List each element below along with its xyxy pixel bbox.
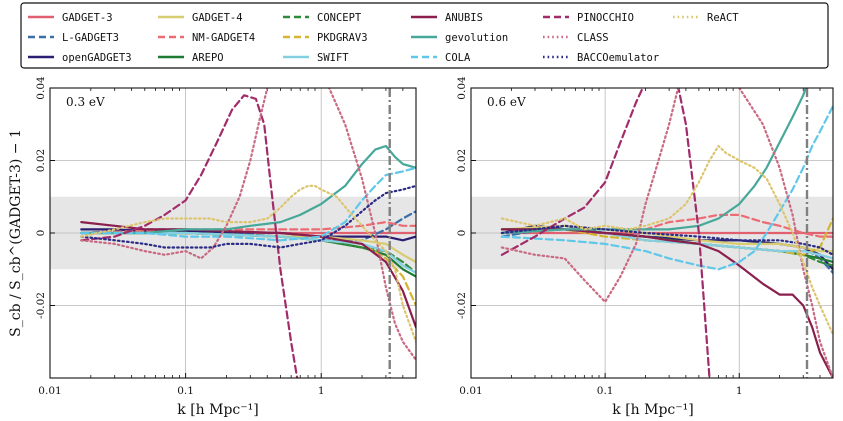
y-tick-label: 0.04 bbox=[456, 76, 468, 100]
x-axis-label-right: k [h Mpc⁻¹] bbox=[612, 402, 693, 418]
panel-0p3ev: -0.02 0 0.02 0.04 0.01 0.1 1 0.3 eV bbox=[35, 76, 417, 397]
series-class bbox=[80, 88, 416, 361]
x-axis-label-left: k [h Mpc⁻¹] bbox=[177, 402, 258, 418]
legend-label-baccoemulator: BACCOemulator bbox=[577, 52, 659, 64]
y-axis-label: S_cb / S_cb^(GADGET-3) − 1 bbox=[8, 129, 24, 337]
series-baccoemulator bbox=[500, 224, 833, 256]
series-class bbox=[500, 88, 833, 378]
series-react bbox=[500, 144, 833, 336]
legend-label-gevolution: gevolution bbox=[445, 32, 508, 44]
legend-label-l-gadget3: L-GADGET3 bbox=[62, 32, 119, 44]
x-tick-label: 1 bbox=[318, 385, 325, 397]
y-tick-label: 0 bbox=[456, 230, 468, 237]
legend-label-anubis: ANUBIS bbox=[445, 12, 483, 24]
y-tick-label: -0.02 bbox=[35, 292, 47, 319]
legend-label-pkdgrav3: PKDGRAV3 bbox=[317, 32, 368, 44]
x-tick-label: 0.1 bbox=[597, 385, 614, 397]
x-tick-label: 1 bbox=[736, 385, 743, 397]
legend-label-arepo: AREPO bbox=[192, 52, 224, 64]
legend-label-class: CLASS bbox=[577, 32, 609, 44]
legend-label-swift: SWIFT bbox=[317, 52, 349, 64]
legend-label-concept: CONCEPT bbox=[317, 12, 362, 24]
legend-label-cola: COLA bbox=[445, 52, 471, 64]
x-tick-label: 0.01 bbox=[38, 385, 61, 397]
series-baccoemulator bbox=[80, 184, 416, 249]
series-gevolution bbox=[80, 144, 416, 235]
panel-label: 0.3 eV bbox=[66, 95, 105, 109]
legend-label-pinocchio: PINOCCHIO bbox=[577, 12, 634, 24]
series-pinocchio bbox=[80, 94, 299, 378]
series-react bbox=[80, 184, 416, 343]
legend-label-gadget-4: GADGET-4 bbox=[192, 12, 243, 24]
panel-label: 0.6 eV bbox=[487, 95, 526, 109]
panel-0p6ev: -0.02 0 0.02 0.04 0.01 0.1 1 0.6 eV bbox=[456, 76, 834, 397]
series-swift bbox=[80, 231, 416, 274]
series-group bbox=[500, 88, 833, 378]
legend-label-nm-gadget4: NM-GADGET4 bbox=[192, 32, 255, 44]
x-tick-label: 0.01 bbox=[459, 385, 482, 397]
legend-label-opengadget3: openGADGET3 bbox=[62, 52, 132, 64]
legend: GADGET-3 L-GADGET3 openGADGET3 GADGET-4 NM-G… bbox=[20, 2, 829, 69]
y-tick-label: -0.02 bbox=[456, 292, 468, 319]
y-tick-label: 0.04 bbox=[35, 76, 47, 100]
legend-label-gadget-3: GADGET-3 bbox=[62, 12, 113, 24]
legend-label-react: ReACT bbox=[707, 12, 739, 24]
legend-items: GADGET-3 L-GADGET3 openGADGET3 GADGET-4 NM-G… bbox=[28, 12, 739, 64]
y-tick-label: 0.02 bbox=[35, 149, 47, 172]
y-tick-label: 0.02 bbox=[456, 149, 468, 172]
x-tick-label: 0.1 bbox=[177, 385, 194, 397]
y-tick-label: 0 bbox=[35, 230, 47, 237]
series-pkdgrav3 bbox=[500, 217, 833, 256]
series-anubis bbox=[80, 221, 416, 329]
legend-frame bbox=[20, 2, 829, 69]
